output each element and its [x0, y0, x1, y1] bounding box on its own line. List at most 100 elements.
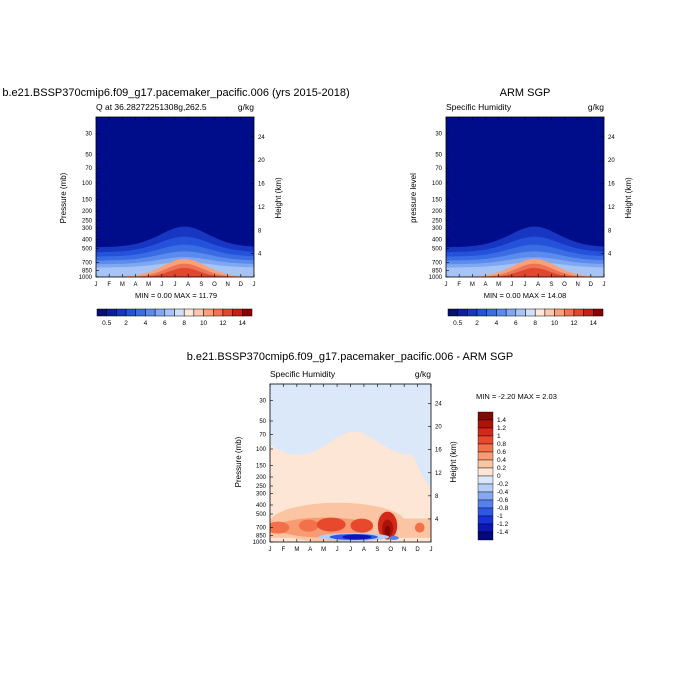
contour-blob — [298, 519, 319, 532]
ytick-label: 1000 — [253, 540, 267, 546]
ytick-right-label: 24 — [258, 135, 265, 141]
colorbar-swatch — [477, 451, 494, 461]
ytick-label: 150 — [432, 197, 443, 203]
colorbar-swatch — [477, 491, 494, 501]
xtick-label: J — [336, 547, 339, 553]
panel-obs-title: ARM SGP — [500, 87, 551, 99]
colorbar-swatch — [183, 308, 195, 317]
colorbar-label: -0.4 — [497, 489, 509, 496]
contour-blob — [270, 521, 290, 534]
xtick-label: J — [510, 282, 513, 288]
xtick-label: N — [402, 547, 406, 553]
colorbar-label: 12 — [219, 320, 227, 327]
ytick-label: 200 — [256, 475, 267, 481]
panel-model-title: b.e21.BSSP370cmip6.f09_g17.pacemaker_pac… — [2, 87, 349, 99]
xtick-label: M — [496, 282, 501, 288]
colorbar-swatch — [477, 467, 494, 477]
colorbar-label: 8 — [182, 320, 186, 327]
ytick-right-label: 4 — [608, 252, 612, 258]
xtick-label: J — [253, 282, 256, 288]
colorbar-label: 12 — [570, 320, 578, 327]
panel-model-ylabel-right: Height (km) — [274, 177, 283, 219]
xtick-label: J — [524, 282, 527, 288]
ytick-label: 850 — [432, 268, 443, 274]
colorbar-swatch — [477, 435, 494, 445]
contour-fill — [96, 117, 254, 277]
colorbar-label: 2 — [475, 320, 479, 327]
panel-diff-title: b.e21.BSSP370cmip6.f09_g17.pacemaker_pac… — [187, 351, 514, 363]
ytick-right-label: 20 — [435, 425, 442, 431]
colorbar-swatch — [222, 308, 233, 317]
ytick-right-label: 20 — [258, 158, 265, 164]
colorbar-swatch — [106, 308, 117, 317]
contour-blob — [342, 534, 372, 540]
panel-diff-ylabel-right: Height (km) — [449, 441, 458, 483]
colorbar-swatch — [213, 308, 224, 317]
xtick-label: M — [294, 547, 299, 553]
colorbar-label: 10 — [200, 320, 208, 327]
ytick-right-label: 16 — [435, 448, 442, 454]
colorbar-label: 4 — [144, 320, 148, 327]
panel-obs: ARM SGP Specific Humidity g/kg 305070100… — [409, 87, 633, 327]
xtick-label: S — [375, 547, 379, 553]
xtick-label: D — [415, 547, 420, 553]
ytick-right-label: 8 — [258, 228, 262, 234]
ytick-label: 700 — [256, 526, 267, 532]
xtick-label: J — [445, 282, 448, 288]
panel-obs-ylabel: pressure level — [409, 173, 418, 223]
panel-diff-colorbar: 1.41.210.80.60.40.20-0.2-0.4-0.6-0.8-1-1… — [477, 411, 509, 541]
colorbar-swatch — [457, 308, 468, 317]
panel-model-colorbar: 0.5 2 4 6 8 10 12 14 — [96, 308, 253, 327]
colorbar-swatch — [554, 308, 565, 317]
panel-obs-stats: MIN = 0.00 MAX = 14.08 — [484, 291, 567, 300]
contour-blob — [389, 536, 399, 540]
xtick-label: A — [536, 282, 540, 288]
xtick-label: A — [362, 547, 366, 553]
xtick-label: F — [107, 282, 111, 288]
ytick-label: 250 — [82, 218, 93, 224]
xtick-label: M — [470, 282, 475, 288]
ytick-right-label: 20 — [608, 158, 615, 164]
colorbar-swatch — [232, 308, 243, 317]
ytick-label: 70 — [259, 433, 266, 439]
xtick-label: J — [430, 547, 433, 553]
panel-obs-subtitle-left: Specific Humidity — [446, 102, 512, 112]
xtick-label: J — [160, 282, 163, 288]
ytick-label: 250 — [256, 484, 267, 490]
ytick-right-label: 4 — [258, 252, 262, 258]
colorbar-swatch — [593, 308, 604, 317]
colorbar-swatch — [477, 419, 494, 429]
colorbar-swatch — [477, 475, 494, 485]
xtick-label: O — [562, 282, 567, 288]
ytick-label: 30 — [85, 132, 92, 138]
xtick-label: D — [239, 282, 244, 288]
colorbar-swatch — [164, 308, 175, 317]
ytick-label: 70 — [435, 166, 442, 172]
colorbar-swatch — [447, 308, 458, 317]
xtick-label: F — [282, 547, 286, 553]
ytick-label: 300 — [256, 491, 267, 497]
colorbar-swatch — [525, 308, 536, 317]
xtick-label: S — [199, 282, 203, 288]
ytick-right-label: 16 — [608, 182, 615, 188]
ytick-label: 50 — [435, 152, 442, 158]
colorbar-label: 0.4 — [497, 457, 506, 464]
colorbar-label: 0.8 — [497, 441, 506, 448]
ytick-label: 150 — [256, 463, 267, 469]
colorbar-label: 0.5 — [453, 320, 462, 327]
ytick-label: 700 — [432, 260, 443, 266]
colorbar-swatch — [477, 427, 494, 437]
contour-blob — [414, 522, 425, 533]
colorbar-swatch — [476, 308, 487, 317]
xtick-label: J — [95, 282, 98, 288]
ytick-label: 30 — [259, 398, 266, 404]
ytick-label: 1000 — [79, 275, 93, 281]
colorbar-swatch — [242, 308, 253, 317]
panel-model-subtitle-left: Q at 36.28272251308g,262.5 — [96, 102, 207, 112]
xtick-label: D — [589, 282, 594, 288]
ytick-right-label: 24 — [608, 135, 615, 141]
xtick-label: J — [603, 282, 606, 288]
colorbar-swatch — [203, 308, 214, 317]
contour-blob — [350, 518, 374, 533]
